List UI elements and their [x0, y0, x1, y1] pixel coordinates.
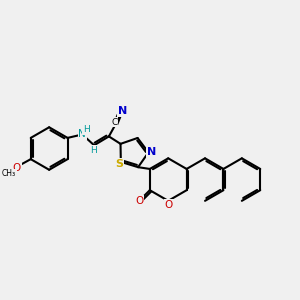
Text: H: H [83, 125, 90, 134]
Text: N: N [118, 106, 127, 116]
Text: O: O [165, 200, 173, 210]
Text: O: O [13, 163, 21, 173]
Text: H: H [90, 146, 97, 155]
Text: C: C [111, 118, 117, 127]
Text: O: O [135, 196, 143, 206]
Text: CH₃: CH₃ [2, 169, 16, 178]
Text: S: S [116, 159, 123, 169]
Text: N: N [147, 147, 156, 157]
Text: N: N [78, 129, 86, 140]
